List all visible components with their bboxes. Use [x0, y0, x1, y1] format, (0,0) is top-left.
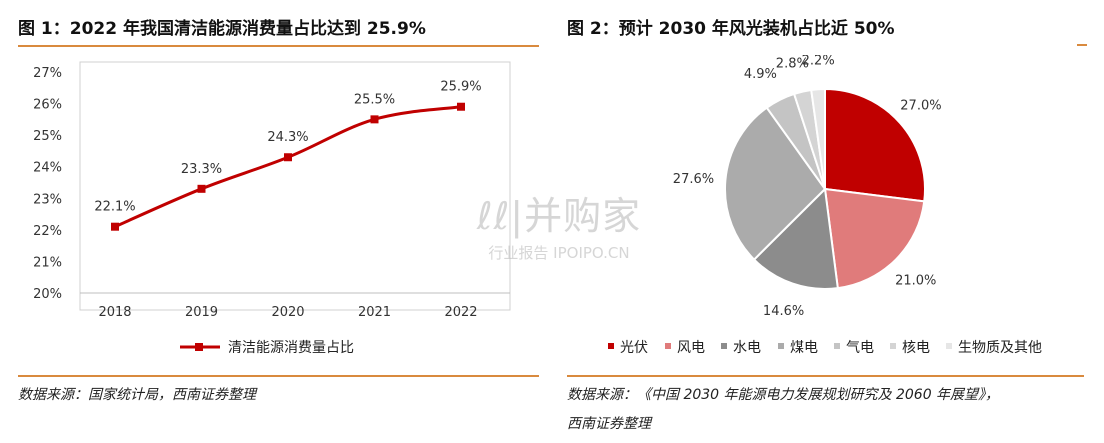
pie-data-label: 27.6%	[673, 172, 714, 187]
y-tick-label: 22%	[33, 224, 62, 239]
legend-swatch	[946, 343, 952, 349]
y-tick-label: 26%	[33, 98, 62, 113]
pie-data-label: 27.0%	[900, 98, 941, 113]
y-tick-label: 25%	[33, 129, 62, 144]
y-tick-label: 20%	[33, 287, 62, 302]
y-tick-label: 27%	[33, 66, 62, 81]
legend-swatch	[721, 343, 727, 349]
pie-legend-item: 水电	[721, 340, 761, 356]
pie-data-label: 21.0%	[895, 273, 936, 288]
pie-data-label: 2.8%	[776, 56, 809, 71]
legend-swatch	[665, 343, 671, 349]
y-tick-label: 21%	[33, 255, 62, 270]
legend-swatch	[834, 343, 840, 349]
data-label: 23.3%	[181, 162, 222, 177]
x-tick-label: 2020	[271, 305, 304, 320]
plot-area-border	[79, 61, 511, 311]
right-source-line1: 数据来源：《中国 2030 年能源电力发展规划研究及 2060 年展望》，	[567, 387, 1000, 403]
right-source-line2: 西南证券整理	[567, 416, 651, 432]
data-label: 24.3%	[267, 130, 308, 145]
data-labels: 22.1% 23.3% 24.3% 25.5% 25.9%	[94, 80, 481, 215]
legend-label: 煤电	[790, 340, 818, 356]
pie-slice-风电	[823, 187, 926, 290]
y-tick-label: 23%	[33, 192, 62, 207]
data-point-marker	[284, 153, 292, 162]
data-label: 25.5%	[354, 92, 395, 107]
data-label: 22.1%	[94, 200, 135, 215]
pie-chart: 27.0% 21.0% 14.6% 27.6% 4.9%2.8%2.2% 光伏 风电 水电 煤…	[608, 55, 1042, 356]
pie-legend-item: 风电	[665, 340, 705, 356]
pie-legend-item: 气电	[834, 340, 874, 356]
right-title-rule-mark	[1077, 44, 1087, 46]
pie-data-label: 4.9%	[744, 67, 777, 82]
legend-label: 气电	[846, 340, 874, 356]
x-tick-label: 2018	[98, 305, 131, 320]
series-line-clean-energy	[114, 105, 462, 229]
x-tick-label: 2021	[358, 305, 391, 320]
data-label: 25.9%	[440, 80, 481, 95]
pie-data-label: 2.2%	[802, 55, 835, 68]
pie-legend: 光伏 风电 水电 煤电 气电 核电 生物质及其他	[608, 340, 1042, 356]
left-source-rule	[18, 375, 539, 377]
legend-swatch	[778, 343, 784, 349]
legend: 清洁能源消费量占比	[180, 340, 354, 356]
pie-data-label: 14.6%	[763, 304, 804, 319]
x-tick-label: 2022	[444, 305, 477, 320]
data-point-marker	[457, 102, 465, 111]
x-tick-label: 2019	[185, 305, 218, 320]
legend-label: 光伏	[620, 340, 648, 356]
x-axis-ticks: 2018 2019 2020 2021 2022	[98, 305, 477, 320]
legend-label: 风电	[677, 340, 705, 356]
pie-slice-水电	[752, 186, 839, 290]
legend-swatch	[608, 343, 614, 349]
left-title-rule	[18, 45, 539, 47]
pie-data-labels: 27.0% 21.0% 14.6% 27.6% 4.9%2.8%2.2%	[673, 55, 942, 319]
series-markers	[111, 102, 465, 231]
right-source-rule	[567, 375, 1084, 377]
pie-slice-生物质及其他	[810, 87, 826, 190]
data-point-marker	[111, 222, 119, 231]
pie-legend-item: 生物质及其他	[946, 340, 1042, 356]
pie-slice-煤电	[724, 106, 827, 261]
y-axis-ticks: 20% 21% 22% 23% 24% 25% 26% 27%	[33, 66, 62, 302]
legend-label: 水电	[733, 340, 761, 356]
data-point-marker	[197, 184, 206, 193]
line-chart: 20% 21% 22% 23% 24% 25% 26% 27% 2018 2019 2020 202…	[33, 61, 511, 356]
data-point-marker	[370, 115, 379, 124]
legend-label-clean-energy: 清洁能源消费量占比	[228, 340, 354, 356]
right-chart-title: 图 2：预计 2030 年风光装机占比近 50%	[567, 19, 895, 39]
left-chart-title: 图 1：2022 年我国清洁能源消费量占比达到 25.9%	[18, 19, 426, 39]
legend-label: 核电	[902, 340, 930, 356]
legend-label: 生物质及其他	[958, 340, 1042, 356]
legend-marker-swatch	[195, 343, 203, 351]
legend-swatch	[890, 343, 896, 349]
pie-slices	[724, 87, 926, 290]
pie-legend-item: 光伏	[608, 340, 648, 356]
y-tick-label: 24%	[33, 161, 62, 176]
pie-legend-item: 核电	[890, 340, 930, 356]
pie-slice-光伏	[824, 87, 926, 203]
pie-legend-item: 煤电	[778, 340, 818, 356]
left-source-text: 数据来源：国家统计局，西南证券整理	[18, 387, 256, 403]
